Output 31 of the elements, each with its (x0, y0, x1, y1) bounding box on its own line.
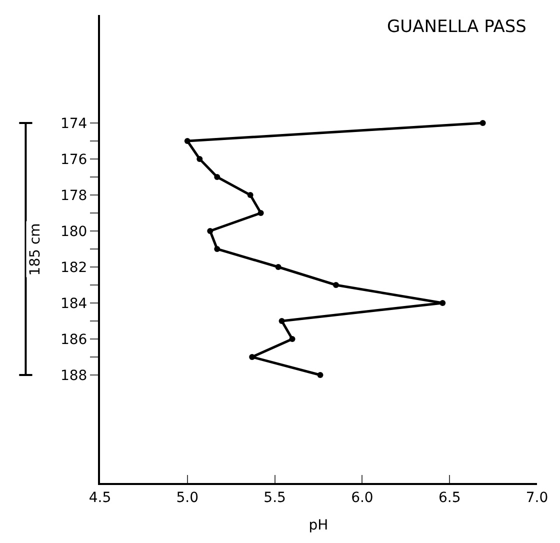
point (332, 282, 339, 288)
x-tick-label: 5.0 (176, 490, 199, 506)
y-tick-label: 178 (60, 188, 88, 204)
chart-title: GUANELLA PASS (387, 17, 526, 37)
point (184, 138, 190, 144)
y-tick-label: 188 (60, 368, 88, 384)
y-tick-label: 184 (60, 296, 88, 312)
point (278, 318, 285, 324)
point (258, 210, 264, 216)
point (214, 246, 220, 252)
point (317, 372, 324, 378)
y-tick-label: 182 (60, 260, 88, 276)
x-tick-label: 7.0 (526, 490, 548, 506)
x-tick-label: 6.5 (438, 490, 461, 506)
point (480, 120, 486, 126)
y-tick-label: 176 (60, 152, 88, 168)
text: 185 cm (28, 223, 44, 276)
x-tick-label: 5.5 (264, 490, 286, 506)
y-tick-label: 186 (60, 332, 88, 348)
y-tick-label: 174 (60, 116, 88, 132)
point (275, 264, 282, 270)
y-tick-label: 180 (60, 224, 88, 240)
x-tick-label: 4.5 (88, 490, 112, 506)
point (289, 336, 296, 342)
x-tick-label: 6.0 (351, 490, 374, 506)
point (196, 156, 203, 162)
x-axis-title: pH (308, 518, 328, 534)
point (247, 192, 254, 198)
point (207, 228, 214, 234)
point (440, 300, 446, 306)
point (214, 174, 220, 180)
